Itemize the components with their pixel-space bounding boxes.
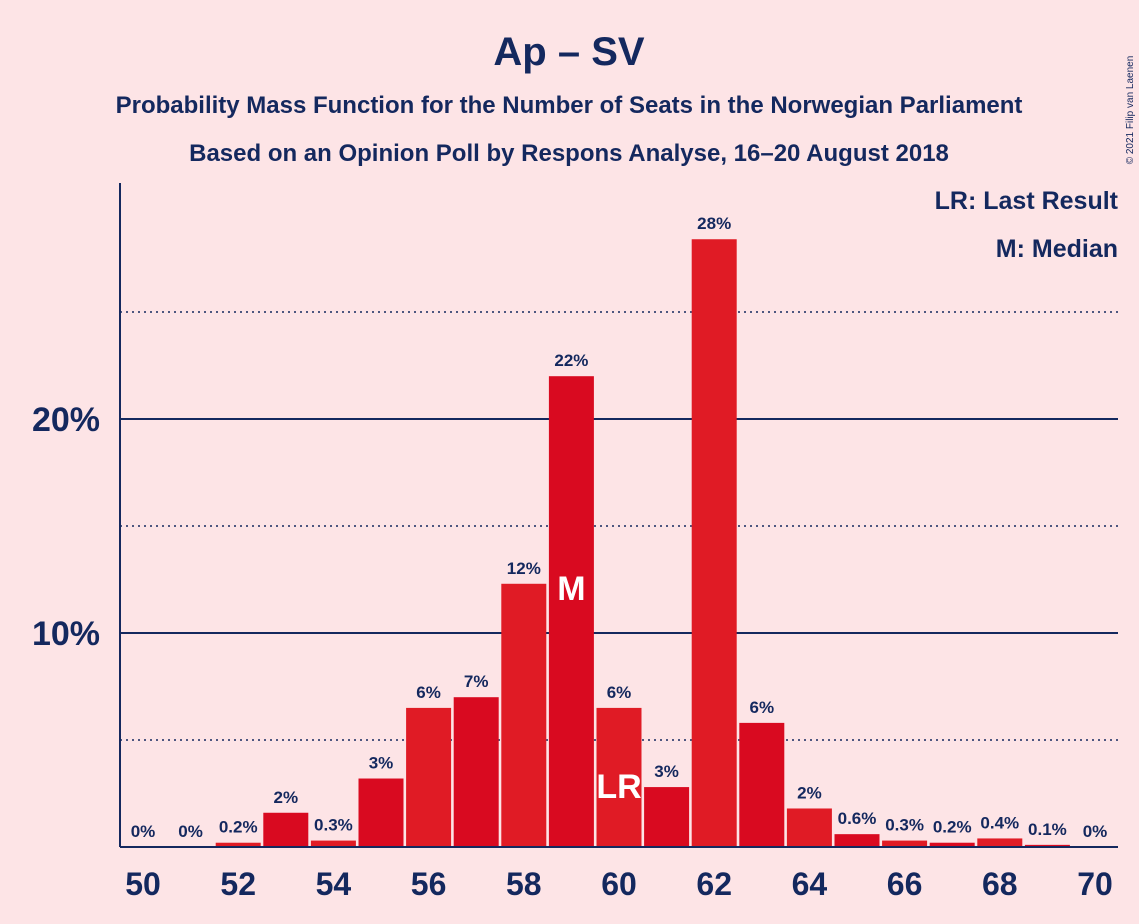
data-label: 0% xyxy=(131,822,156,841)
y-tick-label: 20% xyxy=(32,401,100,439)
y-tick-label: 10% xyxy=(32,615,100,653)
last-result-marker: LR xyxy=(596,768,641,806)
bar xyxy=(786,808,832,847)
data-label: 0.2% xyxy=(933,818,972,837)
chart-title: Ap – SV xyxy=(493,30,644,74)
bar xyxy=(215,842,261,847)
chart-subtitle-1: Probability Mass Function for the Number… xyxy=(116,92,1023,119)
legend-last-result: LR: Last Result xyxy=(935,187,1119,215)
bar xyxy=(644,787,690,847)
data-label: 0.2% xyxy=(219,818,258,837)
data-label: 22% xyxy=(554,351,588,370)
data-label: 0.6% xyxy=(838,809,877,828)
data-label: 0.4% xyxy=(980,813,1019,832)
bar xyxy=(596,707,642,847)
legend-median: M: Median xyxy=(996,235,1118,263)
gridlines xyxy=(120,311,1118,741)
bars-group xyxy=(215,239,1070,848)
x-tick-label: 60 xyxy=(601,866,637,902)
bar xyxy=(691,239,737,848)
x-tick-label: 70 xyxy=(1077,866,1113,902)
bar xyxy=(882,840,928,847)
bar xyxy=(501,583,547,847)
axes-group: 10% 20% 50 52 54 56 58 60 62 64 66 68 70 xyxy=(32,183,1118,902)
data-label: 0% xyxy=(178,822,203,841)
bar xyxy=(1024,844,1070,847)
median-marker: M xyxy=(557,570,585,608)
x-tick-label: 50 xyxy=(125,866,161,902)
bar xyxy=(929,842,975,847)
bar xyxy=(310,840,356,847)
bar xyxy=(263,812,309,847)
bar xyxy=(834,834,880,847)
chart-subtitle-2: Based on an Opinion Poll by Respons Anal… xyxy=(189,140,949,167)
bar xyxy=(453,697,499,847)
data-label: 7% xyxy=(464,672,489,691)
x-tick-label: 52 xyxy=(220,866,256,902)
data-label: 2% xyxy=(797,783,822,802)
data-label: 3% xyxy=(369,754,394,773)
data-label: 0.1% xyxy=(1028,820,1067,839)
bar xyxy=(406,707,452,847)
data-label: 0% xyxy=(1083,822,1108,841)
data-label: 12% xyxy=(507,559,541,578)
data-label: 0.3% xyxy=(314,816,353,835)
data-label: 6% xyxy=(607,683,632,702)
bar xyxy=(739,722,785,847)
x-tick-label: 56 xyxy=(411,866,447,902)
bar xyxy=(977,838,1023,847)
x-tick-label: 62 xyxy=(696,866,732,902)
x-tick-label: 54 xyxy=(316,866,352,902)
data-label: 6% xyxy=(416,683,441,702)
data-label: 6% xyxy=(750,698,775,717)
data-labels-group: 0% 0% 0.2% 2% 0.3% 3% 6% 7% 12% 22% 6% 3% 28% 6% 2% 0.6… xyxy=(131,214,1108,841)
data-label: 28% xyxy=(697,214,731,233)
x-tick-label: 66 xyxy=(887,866,923,902)
x-tick-label: 58 xyxy=(506,866,542,902)
x-tick-label: 64 xyxy=(792,866,828,902)
data-label: 2% xyxy=(274,788,299,807)
bar xyxy=(358,778,404,847)
x-tick-label: 68 xyxy=(982,866,1018,902)
copyright-text: © 2021 Filip van Laenen xyxy=(1125,56,1136,165)
data-label: 3% xyxy=(654,762,679,781)
bar xyxy=(548,376,594,847)
data-label: 0.3% xyxy=(885,816,924,835)
